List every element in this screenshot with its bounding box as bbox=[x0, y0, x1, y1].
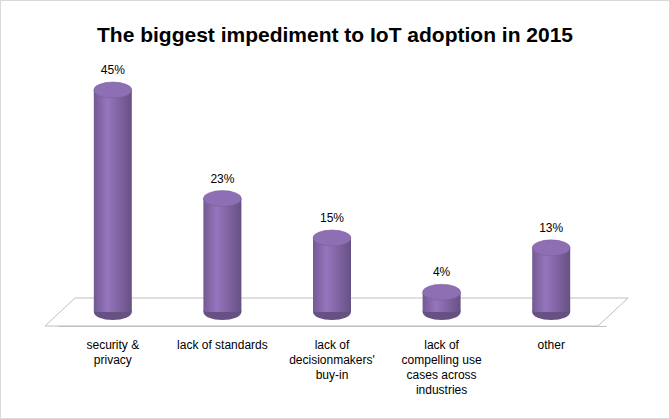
cylinder-top bbox=[94, 82, 132, 98]
bar bbox=[532, 248, 570, 312]
cylinder-top bbox=[532, 240, 570, 256]
bar bbox=[203, 199, 241, 312]
cylinder bbox=[94, 82, 132, 320]
tick-label-line: lack of bbox=[424, 338, 459, 352]
tick-label-line: security & bbox=[86, 338, 139, 352]
tick: lack ofdecisionmakers'buy-in bbox=[289, 326, 375, 382]
tick-label-line: industries bbox=[416, 383, 467, 397]
cylinder-top bbox=[203, 191, 241, 207]
tick: lack of standards bbox=[177, 326, 268, 352]
tick-label: lack of standards bbox=[177, 338, 268, 352]
tick: other bbox=[538, 326, 565, 352]
tick-label: other bbox=[538, 338, 565, 352]
cylinder bbox=[423, 284, 461, 320]
data-label: 4% bbox=[433, 265, 451, 279]
tick-label-line: cases across bbox=[407, 368, 477, 382]
tick: lack ofcompelling usecases acrossindustr… bbox=[402, 326, 482, 397]
bar bbox=[313, 238, 351, 312]
tick-label-line: decisionmakers' bbox=[289, 353, 375, 367]
tick-label-line: privacy bbox=[94, 353, 132, 367]
tick: security &privacy bbox=[86, 326, 139, 367]
tick-label-line: other bbox=[538, 338, 565, 352]
data-label: 15% bbox=[320, 211, 344, 225]
cylinder-top bbox=[313, 230, 351, 246]
tick-label: lack ofcompelling usecases acrossindustr… bbox=[402, 338, 482, 397]
cylinder bbox=[313, 230, 351, 320]
background bbox=[1, 1, 670, 419]
tick-label-line: lack of standards bbox=[177, 338, 268, 352]
tick-label-line: lack of bbox=[315, 338, 350, 352]
chart-title: The biggest impediment to IoT adoption i… bbox=[97, 23, 573, 46]
tick-label: lack ofdecisionmakers'buy-in bbox=[289, 338, 375, 382]
tick-label-line: compelling use bbox=[402, 353, 482, 367]
cylinder bbox=[203, 191, 241, 320]
axis-line bbox=[59, 326, 607, 327]
data-label: 45% bbox=[101, 63, 125, 77]
data-label: 13% bbox=[539, 221, 563, 235]
data-labels: 45% 23% 15% 4% 13% bbox=[101, 63, 564, 279]
x-axis: security &privacy lack of standards lack o… bbox=[59, 326, 607, 397]
bars bbox=[94, 82, 570, 320]
chart-svg: The biggest impediment to IoT adoption i… bbox=[0, 0, 670, 419]
tick-label-line: buy-in bbox=[316, 368, 349, 382]
cylinder bbox=[532, 240, 570, 320]
bar bbox=[94, 90, 132, 312]
tick-label: security &privacy bbox=[86, 338, 139, 367]
cylinder-top bbox=[423, 284, 461, 300]
data-label: 23% bbox=[210, 172, 234, 186]
